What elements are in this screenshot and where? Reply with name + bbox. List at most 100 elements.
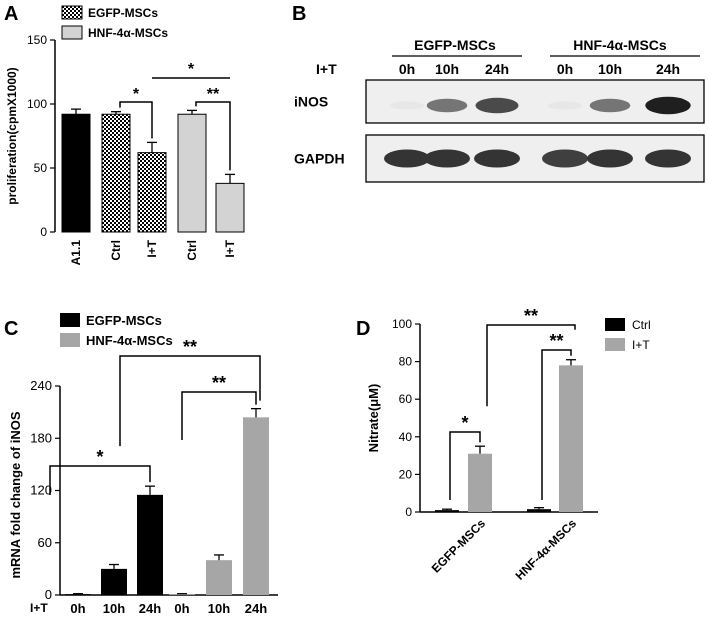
chart-d-sig-0-bracket (449, 431, 481, 500)
blot-lane-label: 24h (485, 61, 509, 77)
chart-c: 0 60 120 180 240 mRNA fold change of iNOS 0h 10… (8, 313, 278, 616)
chart-d-bar-I+T-0 (468, 453, 492, 512)
blot-band (547, 101, 583, 110)
chart-a-sig-1-bracket (195, 101, 231, 171)
blot-band (384, 149, 430, 168)
chart-a-y-tick-label: 100 (27, 97, 47, 111)
chart-c-x-label: 24h (245, 601, 267, 616)
chart-a-sig-1-significance: ** (207, 86, 220, 103)
panel-letter-d: D (356, 318, 370, 340)
chart-c-sig-1-bracket (181, 391, 257, 440)
blot-band (389, 101, 425, 110)
blot-band (645, 149, 691, 168)
chart-a-sig-0-bracket (119, 101, 153, 139)
chart-d-sig-2-bracket (486, 324, 576, 407)
blot-lane-label: 0h (557, 61, 573, 77)
chart-d-x-label: EGFP-MSCs (429, 516, 489, 576)
blot-row-label: iNOS (294, 94, 328, 110)
blot-lane-label: 10h (435, 61, 459, 77)
western-blot-b: EGFP-MSCs HNF-4α-MSCs I+T 0h 10h 24h 0h 10h 24h i… (294, 37, 705, 183)
chart-d-y-label: Nitrate(μM) (366, 384, 381, 453)
blot-lane-label: 0h (399, 61, 415, 77)
chart-c-sig-0-significance: * (96, 447, 103, 467)
chart-c-sig-1-significance: ** (212, 373, 226, 393)
blot-treatment-label: I+T (316, 61, 337, 77)
chart-c-legend-swatch-1 (60, 333, 80, 347)
chart-c-x-label: 24h (139, 601, 161, 616)
blot-lane-label: 24h (656, 61, 680, 77)
blot-lane-label: 10h (598, 61, 622, 77)
chart-c-bar-1 (101, 568, 127, 595)
chart-d-sig-1-bracket (541, 349, 572, 500)
chart-c-y-label: mRNA fold change of iNOS (8, 411, 23, 578)
chart-a-y-tick-label: 50 (34, 161, 48, 175)
chart-a-bar-3 (177, 113, 207, 233)
chart-c-x-label: 10h (208, 601, 230, 616)
chart-d-bar-Ctrl-0 (435, 510, 459, 512)
chart-c-x-label: 10h (103, 601, 125, 616)
chart-c-sig-2-bracket (119, 355, 261, 447)
chart-a-legend-label: HNF-4α-MSCs (88, 26, 168, 40)
chart-d-x-label: HNF-4α-MSCs (513, 516, 580, 583)
chart-a-bar-0 (61, 113, 91, 233)
chart-c-bar-5 (243, 417, 269, 595)
chart-c-bar-0 (65, 594, 91, 595)
chart-a-x-label: Ctrl (185, 240, 199, 261)
chart-a-bar-4 (215, 182, 245, 233)
chart-a-legend-swatch-0 (61, 5, 83, 20)
chart-c-bar-4 (206, 560, 232, 595)
chart-c-sig-0-bracket (49, 465, 151, 495)
blot-band (426, 98, 468, 113)
chart-c-x-label: 0h (174, 601, 189, 616)
chart-d-legend-label: I+T (632, 338, 650, 352)
chart-c-y-tick-label: 60 (38, 535, 52, 550)
chart-d-sig-0-significance: * (461, 413, 468, 433)
chart-c-x-prefix: I+T (30, 601, 48, 615)
chart-c-legend-swatch-0 (60, 313, 80, 327)
chart-d-legend-label: Ctrl (632, 318, 651, 332)
chart-a: 0 50 100 150 proliferation(cpmX1000) A1.1 Ctrl… (5, 5, 245, 266)
chart-c-y-tick-label: 0 (45, 587, 52, 602)
chart-a-bar-2 (137, 152, 167, 233)
blot-band (542, 149, 588, 168)
chart-d-y-tick-label: 60 (399, 392, 413, 406)
blot-band (474, 149, 520, 168)
panel-letter-c: C (4, 318, 18, 340)
chart-a-x-label: I+T (223, 239, 237, 257)
chart-c-legend-label: EGFP-MSCs (86, 313, 162, 328)
chart-d-y-tick-label: 20 (399, 467, 413, 481)
chart-d-y-tick-label: 80 (399, 355, 413, 369)
chart-c-legend-label: HNF-4α-MSCs (86, 333, 173, 348)
chart-a-y-tick-label: 150 (27, 33, 47, 47)
chart-d-legend-swatch-1 (605, 338, 625, 351)
chart-c-x-label: 0h (70, 601, 85, 616)
chart-d-bar-I+T-1 (559, 365, 583, 512)
chart-d-legend-swatch-0 (605, 318, 625, 331)
chart-d-y-tick-label: 40 (399, 430, 413, 444)
blot-band (587, 149, 633, 168)
blot-band (645, 96, 691, 115)
blot-band (589, 98, 631, 113)
chart-a-bar-1 (101, 113, 131, 233)
blot-row-box (365, 79, 705, 124)
chart-a-x-label: I+T (145, 239, 159, 257)
chart-a-y-label: proliferation(cpmX1000) (5, 67, 19, 204)
panel-letter-a: A (4, 3, 18, 25)
chart-d-sig-2-significance: ** (524, 306, 538, 326)
chart-c-y-tick-label: 120 (30, 483, 52, 498)
blot-group-label: HNF-4α-MSCs (573, 37, 667, 53)
chart-d-sig-1-significance: ** (549, 331, 563, 351)
blot-row-label: GAPDH (294, 151, 345, 167)
chart-a-x-label: Ctrl (109, 240, 123, 261)
chart-a-sig-2-significance: * (188, 61, 195, 78)
chart-d-y-tick-label: 0 (405, 505, 412, 519)
blot-band (424, 149, 470, 168)
chart-a-x-label: A1.1 (69, 240, 83, 266)
chart-a-legend-label: EGFP-MSCs (88, 6, 158, 20)
chart-d: 0 20 40 60 80 100 Nitrate(μM) EGFP-MSCs HNF-4α-M… (366, 306, 651, 583)
chart-c-y-tick-label: 240 (30, 378, 52, 393)
chart-c-y-tick-label: 180 (30, 430, 52, 445)
panel-letter-b: B (292, 3, 306, 25)
chart-d-bar-Ctrl-1 (527, 509, 551, 512)
